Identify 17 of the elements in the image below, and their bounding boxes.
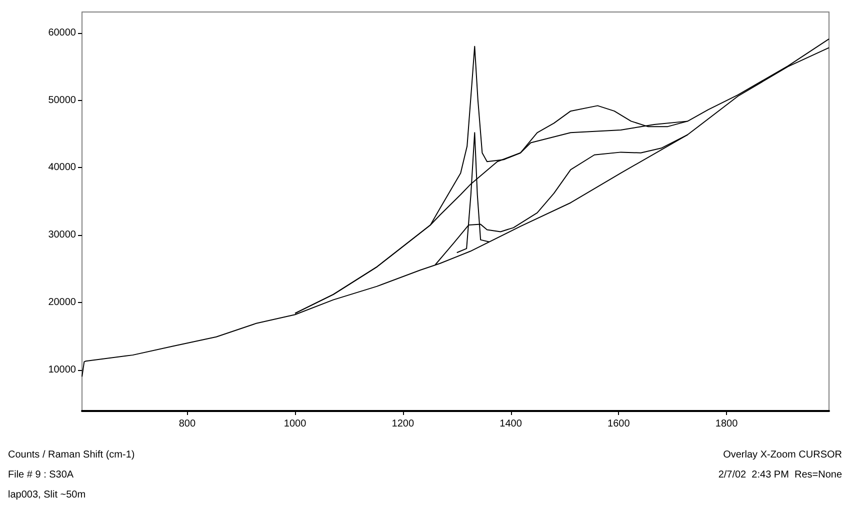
x-tick-label: 1400	[500, 418, 522, 430]
x-tick-label: 1800	[715, 418, 738, 430]
y-tick-label: 60000	[48, 27, 76, 38]
y-tick-label: 20000	[48, 296, 76, 308]
x-tick-label: 1600	[608, 418, 630, 430]
y-tick-label: 30000	[48, 230, 76, 241]
text: lap003, Slit ~50m	[8, 490, 86, 500]
x-tick-label: 1000	[284, 418, 307, 430]
y-tick-label: 50000	[48, 94, 76, 106]
y-tick-label: 40000	[48, 162, 76, 174]
x-tick-label: 1200	[392, 418, 414, 430]
text: 2/7/02 2:43 PM Res=None	[718, 470, 842, 480]
y-tick-label: 10000	[48, 364, 76, 376]
text: Counts / Raman Shift (cm-1)	[8, 450, 135, 460]
text: File # 9 : S30A	[8, 470, 74, 480]
x-tick-label: 800	[178, 418, 196, 430]
text: Overlay X-Zoom CURSOR	[723, 450, 842, 460]
